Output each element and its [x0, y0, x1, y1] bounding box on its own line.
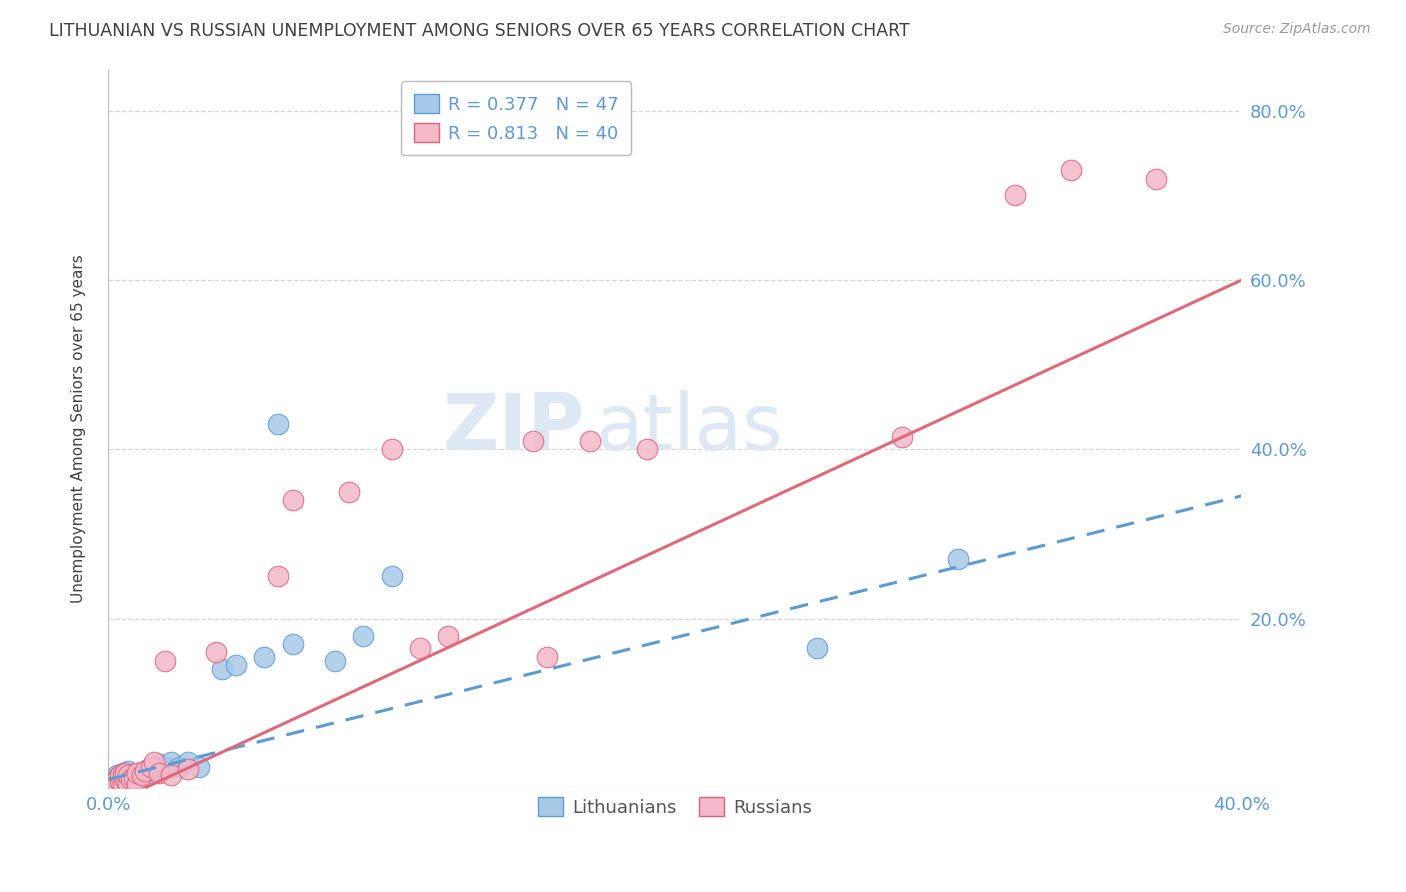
Point [120, 777, 142, 791]
Point [1060, 163, 1083, 178]
Point [948, 552, 970, 566]
Point [108, 772, 131, 787]
Point [145, 760, 167, 774]
Point [108, 774, 131, 789]
Point [205, 645, 228, 659]
Point [114, 765, 136, 780]
Point [117, 771, 139, 785]
Point [122, 768, 145, 782]
Point [134, 764, 156, 778]
Point [267, 569, 290, 583]
Point [108, 768, 131, 782]
Point [136, 762, 159, 776]
Point [159, 768, 181, 782]
Point [169, 760, 191, 774]
Point [579, 434, 602, 448]
Point [409, 641, 432, 656]
Text: atlas: atlas [596, 390, 783, 467]
Legend: Lithuanians, Russians: Lithuanians, Russians [529, 788, 821, 826]
Point [142, 756, 165, 770]
Point [159, 756, 181, 770]
Point [111, 774, 134, 789]
Point [114, 777, 136, 791]
Point [100, 777, 122, 791]
Point [281, 493, 304, 508]
Point [120, 772, 142, 787]
Y-axis label: Unemployment Among Seniors over 65 years: Unemployment Among Seniors over 65 years [72, 254, 86, 603]
Point [114, 772, 136, 787]
Point [122, 774, 145, 789]
Point [139, 765, 162, 780]
Point [1004, 188, 1026, 202]
Point [103, 777, 125, 791]
Point [131, 768, 153, 782]
Point [1146, 171, 1168, 186]
Point [114, 772, 136, 787]
Point [111, 765, 134, 780]
Point [105, 772, 128, 787]
Point [111, 777, 134, 791]
Point [522, 434, 544, 448]
Point [105, 777, 128, 791]
Point [177, 762, 200, 776]
Point [153, 760, 176, 774]
Point [131, 765, 153, 780]
Point [108, 768, 131, 782]
Point [381, 442, 404, 457]
Point [211, 662, 233, 676]
Point [103, 777, 125, 791]
Text: LITHUANIAN VS RUSSIAN UNEMPLOYMENT AMONG SENIORS OVER 65 YEARS CORRELATION CHART: LITHUANIAN VS RUSSIAN UNEMPLOYMENT AMONG… [49, 22, 910, 40]
Point [381, 569, 404, 583]
Point [323, 654, 346, 668]
Point [139, 760, 162, 774]
Point [148, 757, 170, 772]
Point [188, 760, 211, 774]
Point [108, 777, 131, 791]
Point [337, 484, 360, 499]
Point [281, 637, 304, 651]
Point [352, 628, 374, 642]
Point [890, 430, 912, 444]
Point [120, 768, 142, 782]
Point [253, 649, 276, 664]
Text: Source: ZipAtlas.com: Source: ZipAtlas.com [1223, 22, 1371, 37]
Text: ZIP: ZIP [441, 390, 585, 467]
Point [142, 762, 165, 776]
Point [105, 774, 128, 789]
Point [437, 628, 460, 642]
Point [134, 764, 156, 778]
Point [111, 768, 134, 782]
Point [122, 771, 145, 785]
Point [103, 772, 125, 787]
Point [117, 768, 139, 782]
Point [148, 765, 170, 780]
Point [117, 777, 139, 791]
Point [806, 641, 828, 656]
Point [105, 777, 128, 791]
Point [125, 765, 148, 780]
Point [125, 765, 148, 780]
Point [267, 417, 290, 431]
Point [103, 774, 125, 789]
Point [177, 756, 200, 770]
Point [105, 768, 128, 782]
Point [128, 768, 150, 782]
Point [536, 649, 558, 664]
Point [153, 654, 176, 668]
Point [100, 777, 122, 791]
Point [125, 772, 148, 787]
Point [125, 777, 148, 791]
Point [117, 774, 139, 789]
Point [117, 764, 139, 778]
Point [225, 658, 247, 673]
Point [636, 442, 658, 457]
Point [111, 771, 134, 785]
Point [114, 765, 136, 780]
